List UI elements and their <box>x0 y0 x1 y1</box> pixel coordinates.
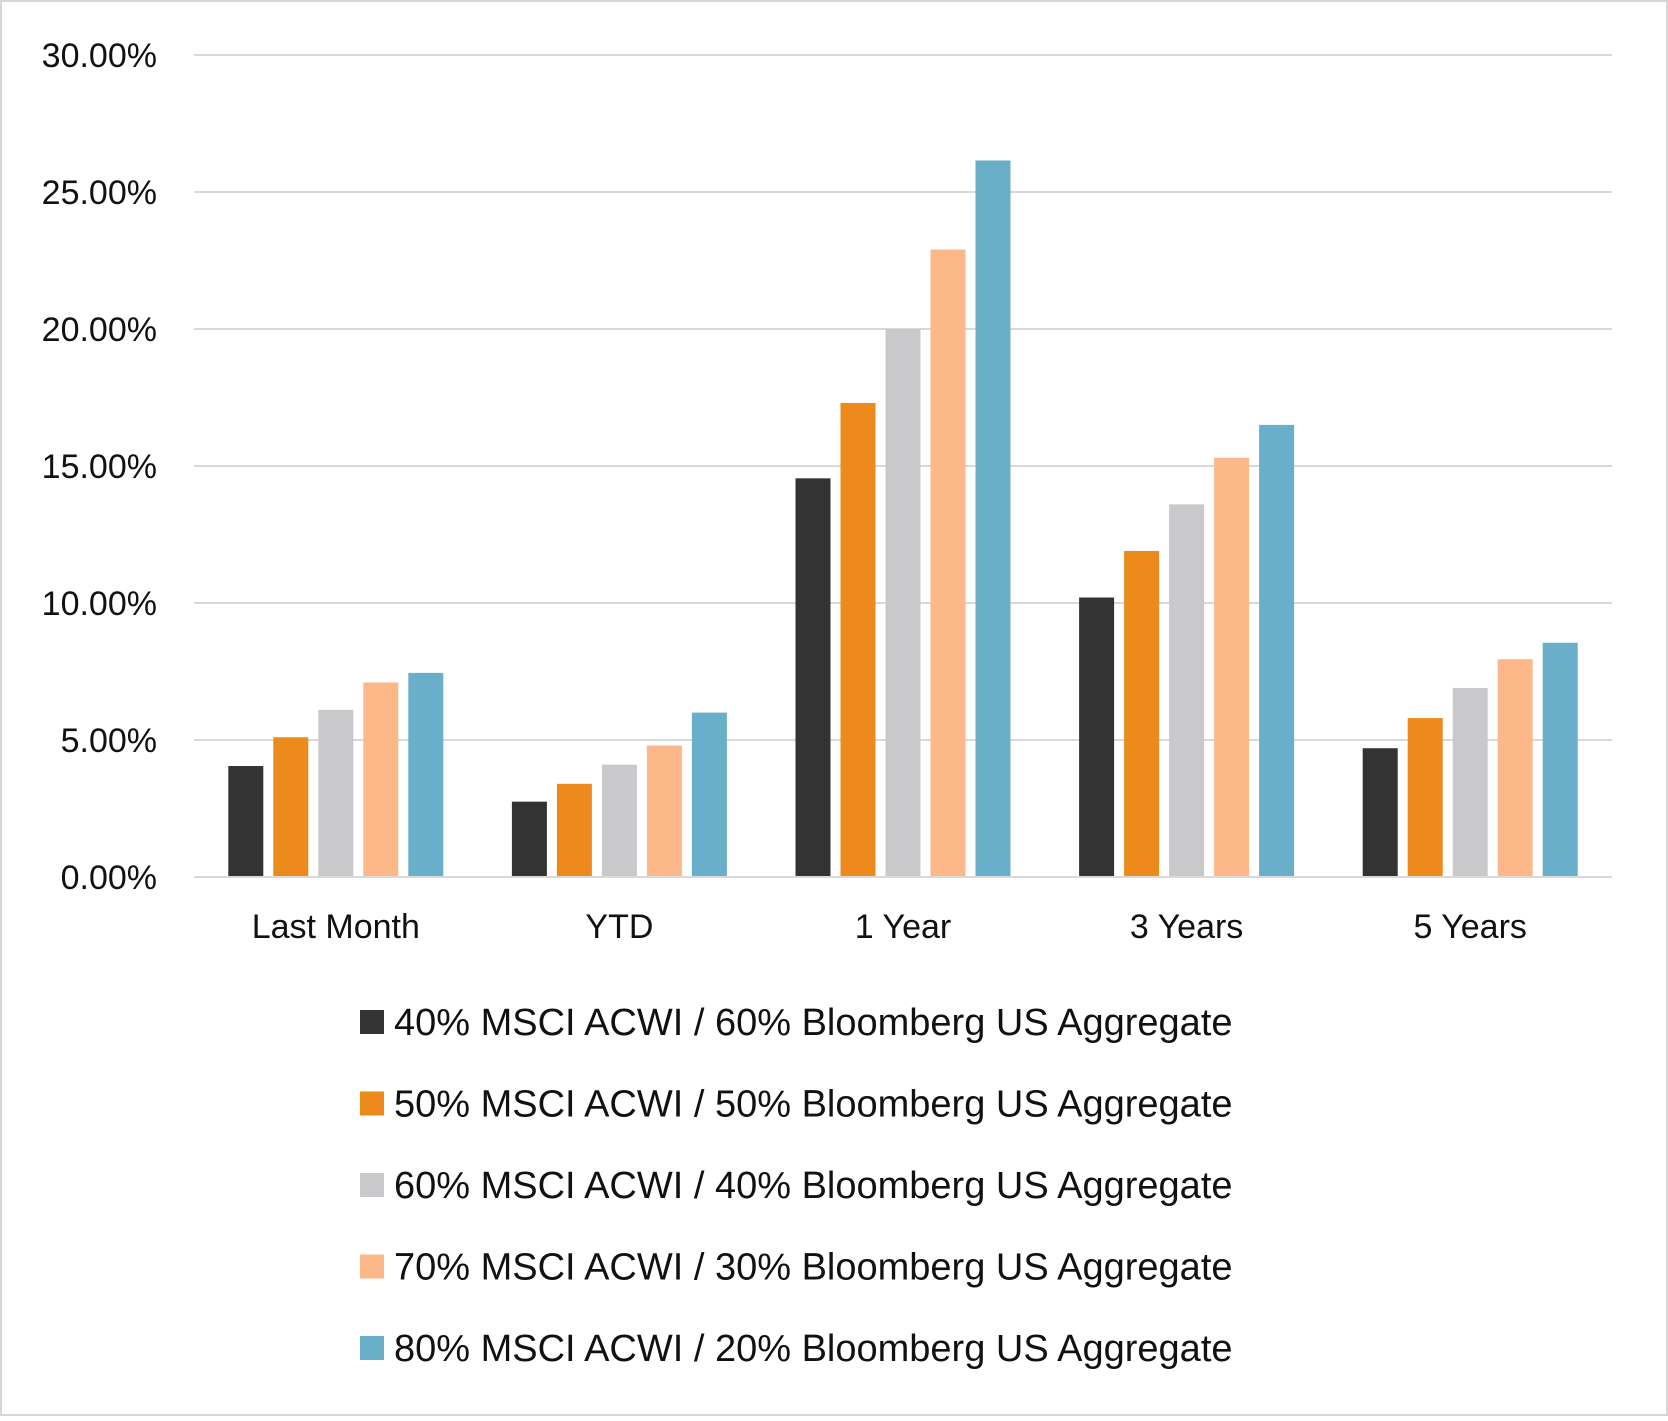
y-tick-label: 30.00% <box>42 37 157 75</box>
y-tick-label: 0.00% <box>61 859 157 897</box>
legend-label: 80% MSCI ACWI / 20% Bloomberg US Aggrega… <box>394 1328 1233 1370</box>
bar <box>795 478 831 877</box>
y-tick-label: 25.00% <box>42 174 157 212</box>
bar <box>363 682 399 877</box>
bar <box>1497 659 1533 877</box>
bar <box>408 672 444 877</box>
x-tick-label: Last Month <box>252 908 420 946</box>
x-tick-label: YTD <box>585 908 653 946</box>
bar <box>228 766 264 877</box>
bar <box>885 329 921 877</box>
bar <box>1542 642 1578 877</box>
bar <box>556 783 592 877</box>
legend-swatch <box>360 1254 384 1279</box>
legend-label: 70% MSCI ACWI / 30% Bloomberg US Aggrega… <box>394 1247 1233 1289</box>
legend-swatch <box>360 1010 384 1034</box>
legend-swatch <box>360 1091 384 1116</box>
bar <box>691 712 727 877</box>
y-tick-label: 20.00% <box>42 311 157 349</box>
bar <box>1079 597 1115 877</box>
legend-swatch <box>360 1173 384 1197</box>
bar <box>1259 424 1295 877</box>
bar <box>273 737 309 877</box>
x-tick-label: 1 Year <box>855 908 951 946</box>
y-axis-ticks: 0.00% 5.00% 10.00% 15.00% 20.00% 25.00% 30.00% <box>42 37 157 897</box>
bar <box>1124 550 1160 877</box>
legend-label: 50% MSCI ACWI / 50% Bloomberg US Aggrega… <box>394 1084 1233 1126</box>
bar <box>646 745 682 877</box>
bar <box>601 764 637 877</box>
x-tick-label: 3 Years <box>1130 908 1243 946</box>
bar <box>840 402 876 877</box>
legend-swatch <box>360 1336 384 1360</box>
legend: 40% MSCI ACWI / 60% Bloomberg US Aggrega… <box>360 1002 1233 1370</box>
bars <box>228 160 1578 878</box>
y-tick-label: 5.00% <box>61 722 157 760</box>
legend-label: 60% MSCI ACWI / 40% Bloomberg US Aggrega… <box>394 1165 1233 1207</box>
y-tick-label: 10.00% <box>42 585 157 623</box>
bar <box>1169 504 1205 877</box>
bar <box>318 709 354 877</box>
legend-label: 40% MSCI ACWI / 60% Bloomberg US Aggrega… <box>394 1002 1233 1044</box>
y-tick-label: 15.00% <box>42 448 157 486</box>
bar <box>930 249 966 878</box>
bar <box>511 801 547 877</box>
x-tick-label: 5 Years <box>1413 908 1526 946</box>
x-axis-ticks: Last Month YTD 1 Year 3 Years 5 Years <box>252 908 1527 946</box>
bar <box>1407 718 1443 877</box>
bar <box>1452 687 1488 877</box>
bar <box>1362 748 1398 877</box>
bar <box>975 160 1011 878</box>
bar <box>1214 457 1250 877</box>
